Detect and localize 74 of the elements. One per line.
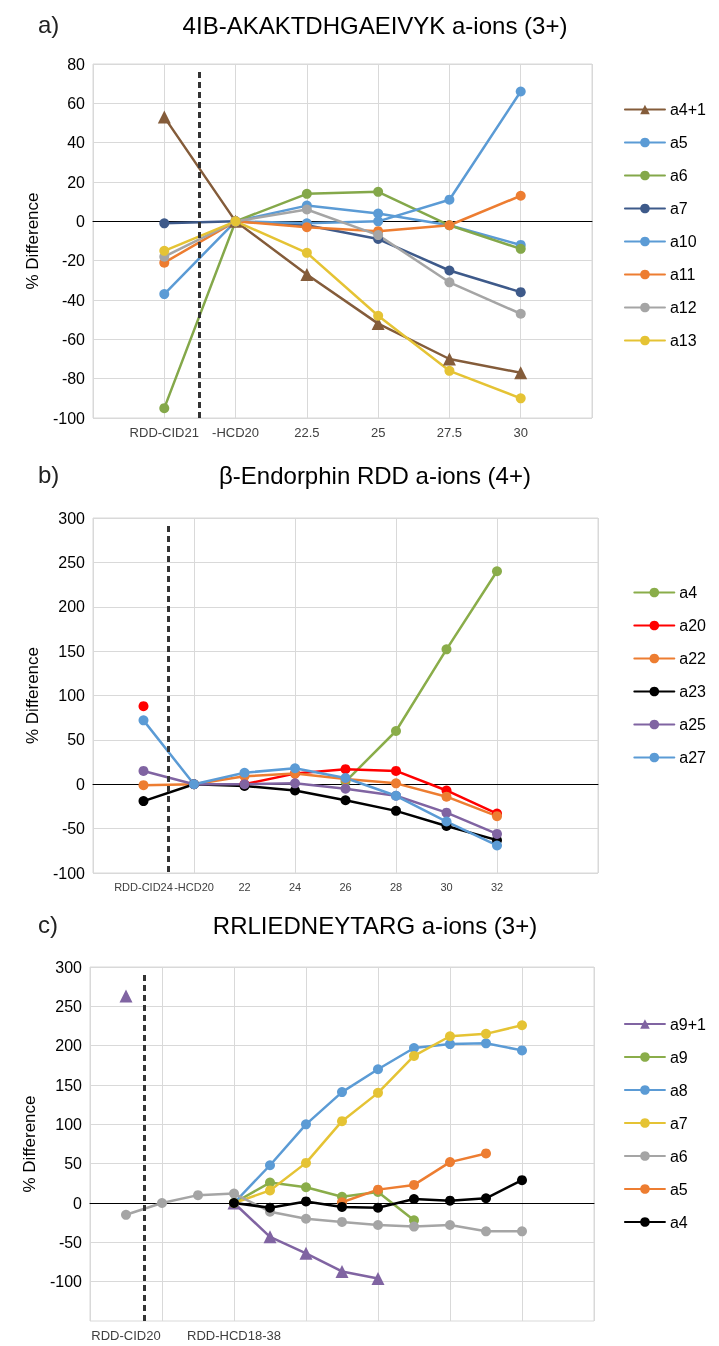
x-tick-label: -HCD20 [174,880,214,893]
legend-label: a5 [669,134,688,151]
x-tick-label: 28 [389,880,403,893]
x-tick-label: 27.5 [436,425,463,440]
y-tick-label: 250 [58,553,86,571]
text: a) [38,10,60,38]
legend-label: a6 [669,167,688,184]
y-tick-label: 100 [58,687,86,704]
x-tick-label: RDD-HCD18-38 [187,1328,281,1343]
x-tick-label: 25 [370,425,386,440]
legend-label: a10 [669,233,697,250]
y-tick-label: -100 [49,1273,83,1291]
y-tick-label: 200 [55,1037,83,1055]
y-tick-label: 40 [67,134,86,152]
y-tick-label: 50 [67,731,86,749]
y-tick-label: -50 [58,1233,83,1251]
y-tick-label: 0 [76,212,86,230]
y-tick-label: -80 [61,370,86,388]
y-tick-label: 60 [67,94,86,112]
x-tick-label: 30 [440,880,453,893]
text: c) [38,910,58,938]
y-tick-label: 150 [55,1076,83,1094]
text: b) [38,460,60,488]
y-tick-label: -20 [61,252,86,270]
legend-label: a23 [679,683,707,700]
y-tick-label: 150 [58,642,86,660]
y-tick-label: 300 [58,509,86,527]
x-tick-label: RDD-CID24 [114,880,173,893]
legend-label: a27 [679,749,707,766]
x-tick-label: -HCD20 [212,425,260,440]
x-tick-label: 32 [490,880,504,893]
y-axis-title: % Difference [23,646,42,745]
y-tick-label: 0 [73,1194,83,1212]
legend-label: a7 [669,200,688,217]
legend-label: a11 [669,266,696,283]
legend-label: a4 [679,584,698,601]
legend-label: a13 [669,332,697,349]
legend-label: a7 [669,1114,688,1132]
legend-label: a4+1 [669,101,707,118]
legend-label: a9 [669,1048,688,1066]
legend-label: a4 [669,1213,688,1231]
legend-label: a8 [669,1081,688,1099]
legend-label: a20 [679,617,707,634]
y-tick-label: 20 [67,173,86,191]
chart-title: β-Endorphin RDD a-ions (4+) [219,461,531,489]
chart-title: 4IB-AKAKTDHGAEIVYK a-ions (3+) [182,11,568,39]
chart-title: RRLIEDNEYTARG a-ions (3+) [212,911,538,939]
legend-label: a6 [669,1147,688,1165]
legend-label: a12 [669,299,697,316]
x-tick-label: 24 [288,880,302,893]
legend-label: a25 [679,716,707,733]
y-tick-label: 200 [58,598,86,616]
y-tick-label: 80 [67,55,86,73]
y-tick-label: -40 [61,291,86,309]
y-tick-label: -100 [52,409,86,427]
y-tick-label: 300 [55,958,83,976]
x-tick-label: 26 [339,880,352,893]
y-tick-label: 250 [55,997,83,1015]
y-tick-label: -60 [61,330,86,348]
x-tick-label: RDD-CID21 [129,425,199,440]
y-tick-label: -100 [52,864,86,882]
y-tick-label: 100 [55,1115,83,1133]
x-tick-label: 30 [513,425,528,440]
y-tick-label: 50 [64,1155,83,1173]
legend-label: a5 [669,1180,688,1198]
y-tick-label: 0 [76,775,86,793]
x-tick-label: 22.5 [294,425,320,440]
y-tick-label: -50 [61,820,86,838]
y-axis-title: % Difference [20,1095,39,1193]
y-axis-title: % Difference [23,192,42,290]
legend-label: a9+1 [669,1015,707,1033]
legend-label: a22 [679,650,707,667]
x-tick-label: RDD-CID20 [91,1328,161,1343]
x-tick-label: 22 [238,880,251,893]
